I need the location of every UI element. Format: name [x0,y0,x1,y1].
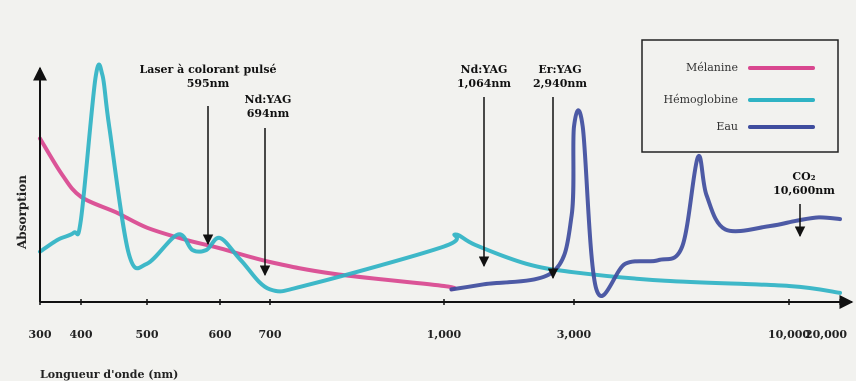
annotation-label: 2,940nm [533,77,587,90]
annotation-label: CO₂ [792,170,815,183]
annotations: Laser à colorant pulsé595nmNd:YAG694nmNd… [139,63,835,280]
legend-label: Hémoglobine [664,93,739,106]
x-tick-label: 300 [29,328,52,341]
annotation-label: Er:YAG [538,63,581,76]
y-axis-label: Absorption [15,175,29,250]
annotation-label: 1,064nm [457,77,511,90]
annotation-label: Laser à colorant pulsé [139,63,276,76]
eau-series-line [449,108,842,298]
annotation-label: 694nm [247,107,290,120]
legend-label: Mélanine [686,61,738,74]
x-axis-label: Longueur d'onde (nm) [40,368,178,381]
x-tick-label: 20,000 [805,328,847,341]
x-tick-label: 600 [209,328,232,341]
hemoglobine-series-line [38,62,842,295]
x-tick-label: 3,000 [557,328,592,341]
annotation-label: 10,600nm [773,184,835,197]
melanine-series-line [38,136,457,292]
x-tick-label: 400 [70,328,93,341]
legend: Mélanine Hémoglobine Eau [641,39,839,153]
legend-label: Eau [716,120,738,133]
x-tick-label: 1,000 [427,328,462,341]
annotation-label: Nd:YAG [245,93,292,106]
x-tick-label: 700 [259,328,282,341]
series-layer [38,62,842,298]
axes: Absorption Longueur d'onde (nm) [15,66,854,381]
legend-box [641,39,839,153]
x-tick-label: 500 [136,328,159,341]
x-tick-label: 10,000 [768,328,810,341]
annotation-label: Nd:YAG [461,63,508,76]
annotation-label: 595nm [187,77,230,90]
